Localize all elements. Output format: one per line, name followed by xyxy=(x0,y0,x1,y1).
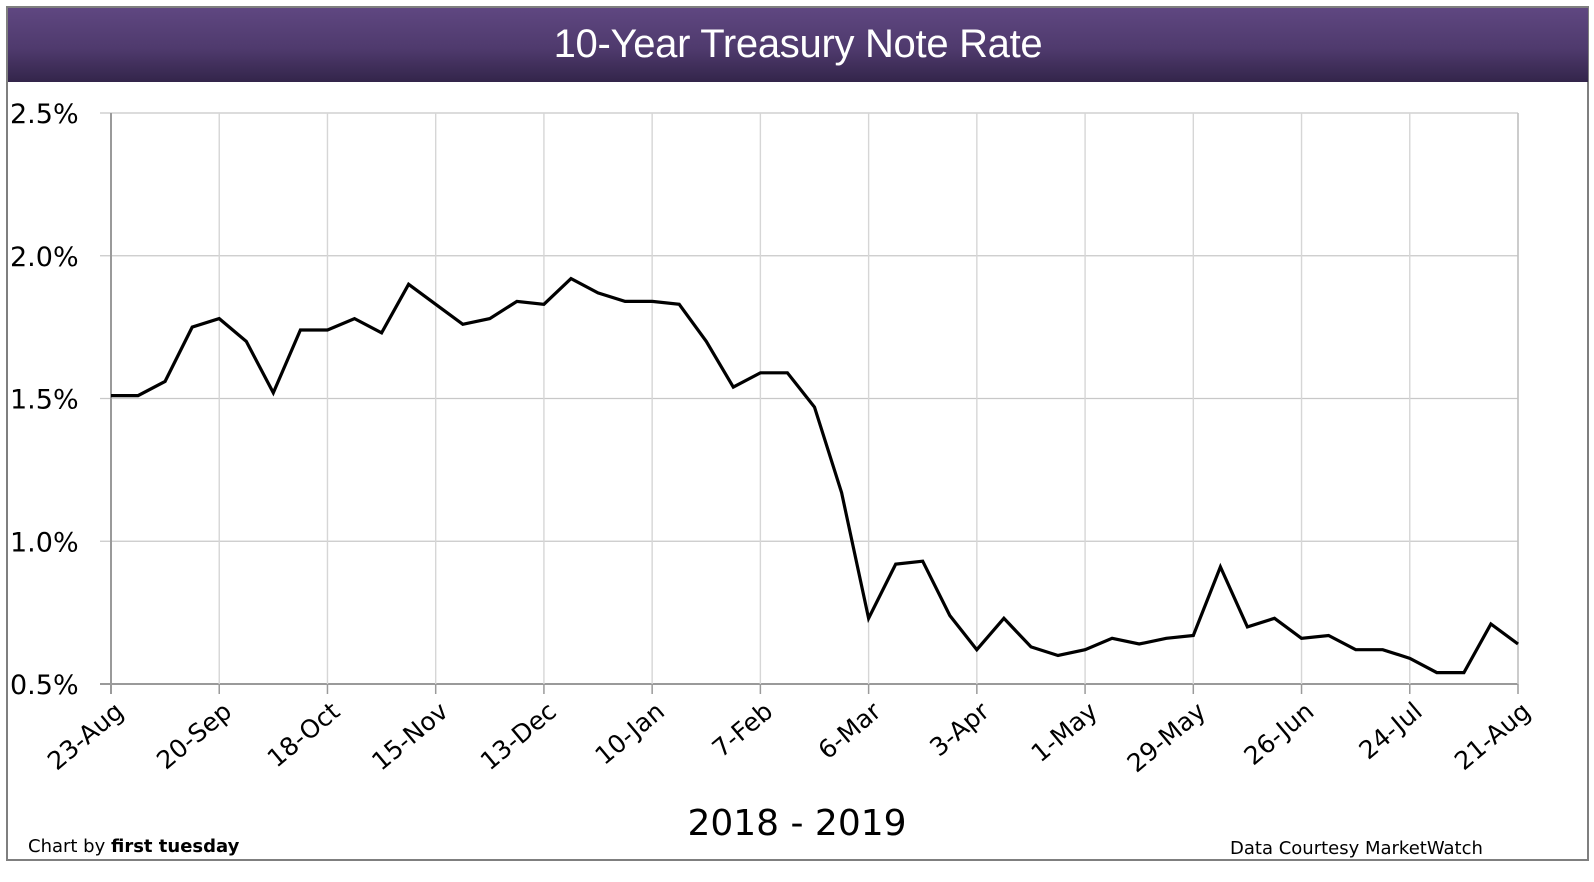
chart-title: 10-Year Treasury Note Rate xyxy=(553,21,1043,66)
x-tick-label: 10-Jan xyxy=(589,696,670,770)
x-tick-label: 26-Jun xyxy=(1238,696,1319,770)
x-tick-label: 21-Aug xyxy=(1449,696,1536,775)
y-tick-label: 2.5% xyxy=(10,99,79,130)
credit-prefix: Chart by xyxy=(28,836,111,857)
x-tick-label: 18-Oct xyxy=(262,696,346,773)
x-tick-label: 24-Jul xyxy=(1354,696,1428,765)
axes xyxy=(110,113,1519,694)
x-tick-label: 1-May xyxy=(1026,696,1103,768)
rate-series-line xyxy=(111,276,1519,675)
y-tick-label: 1.5% xyxy=(10,385,79,416)
chart-credit: Chart by first tuesday xyxy=(28,836,239,857)
x-tick-label: 3-Apr xyxy=(924,696,995,762)
x-tick-label: 20-Sep xyxy=(151,696,237,775)
x-tick-label: 7-Feb xyxy=(707,696,779,763)
x-axis-tick-labels: 23-Aug 20-Sep 18-Oct 15-Nov 13-Dec 10-Jan 7-Fe… xyxy=(42,696,1536,778)
data-source-credit: Data Courtesy MarketWatch xyxy=(1230,838,1483,859)
x-axis-title: 2018 - 2019 xyxy=(687,803,907,844)
y-tick-label: 0.5% xyxy=(10,670,79,701)
x-tick-label: 29-May xyxy=(1122,696,1212,778)
y-tick-label: 2.0% xyxy=(10,242,79,273)
y-axis-tick-labels: 2.5% 2.0% 1.5% 1.0% 0.5% xyxy=(10,99,79,701)
credit-brand: first tuesday xyxy=(111,836,240,857)
x-tick-label: 6-Mar xyxy=(813,696,887,765)
x-tick-label: 23-Aug xyxy=(42,696,129,775)
x-tick-label: 13-Dec xyxy=(475,696,562,776)
chart-frame xyxy=(6,6,1589,861)
chart-header: 10-Year Treasury Note Rate xyxy=(8,8,1588,82)
y-tick-label: 1.0% xyxy=(10,527,79,558)
x-tick-label: 15-Nov xyxy=(366,696,453,776)
